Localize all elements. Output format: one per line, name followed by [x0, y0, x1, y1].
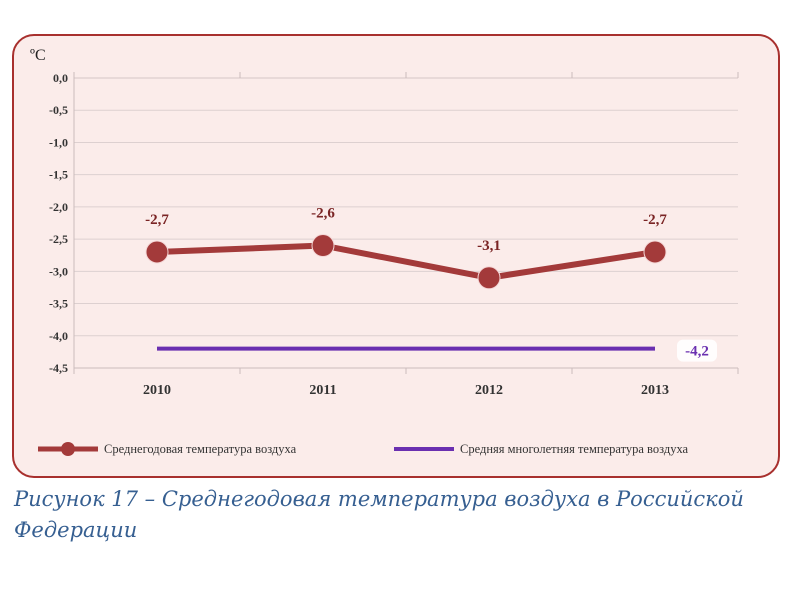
data-point: [643, 240, 667, 264]
data-point: [477, 266, 501, 290]
y-tick-label: -2,5: [49, 232, 68, 246]
data-point: [145, 240, 169, 264]
gridlines: [73, 72, 739, 374]
series-line-0: [156, 242, 656, 281]
cropped-text-fragment: [70, 0, 490, 8]
data-label: -2,6: [311, 206, 335, 222]
data-label-background: [677, 339, 717, 362]
y-tick-label: -4,0: [49, 329, 68, 343]
x-tick-label: 2013: [641, 383, 669, 398]
data-labels: -2,7 -2,6 -3,1 -2,7 -4,2: [145, 206, 717, 362]
y-tick-label: -1,5: [49, 168, 68, 182]
legend-item-label: Средняя многолетняя температура воздуха: [460, 442, 689, 456]
x-tick-label: 2011: [309, 383, 336, 398]
y-tick-label: -3,0: [49, 264, 68, 278]
y-tick-label: -3,5: [49, 297, 68, 311]
line-chart: ºС 0,0 -0,5 -1,0 -1,5 -2,0 -2,5 -3,0 -3,5 -4,0 -4…: [30, 47, 739, 456]
data-point: [311, 234, 335, 258]
data-label: -2,7: [643, 212, 667, 228]
x-tick-labels: 2010 2011 2012 2013: [143, 383, 669, 398]
chart-frame: ºС 0,0 -0,5 -1,0 -1,5 -2,0 -2,5 -3,0 -3,5 -4,0 -4…: [12, 34, 780, 478]
legend-item-label: Среднегодовая температура воздуха: [104, 442, 297, 456]
series-lines: [145, 234, 667, 351]
y-tick-label: -0,5: [49, 103, 68, 117]
figure-caption: Рисунок 17 – Среднегодовая температура в…: [14, 487, 744, 542]
data-label: -2,7: [145, 212, 169, 228]
x-tick-label: 2012: [475, 383, 503, 398]
y-tick-label: -2,0: [49, 200, 68, 214]
x-tick-label: 2010: [143, 383, 171, 398]
data-label: -4,2: [685, 344, 709, 360]
y-tick-label: -4,5: [49, 361, 68, 375]
y-tick-label: 0,0: [53, 71, 68, 85]
y-axis-unit-label: ºС: [30, 47, 46, 64]
legend: Среднегодовая температура воздуха Средняя…: [38, 442, 689, 456]
y-tick-label: -1,0: [49, 135, 68, 149]
legend-swatch-marker: [61, 442, 75, 456]
data-label: -3,1: [477, 238, 501, 254]
y-tick-labels: 0,0 -0,5 -1,0 -1,5 -2,0 -2,5 -3,0 -3,5 -4,0 -4,5: [49, 71, 68, 375]
